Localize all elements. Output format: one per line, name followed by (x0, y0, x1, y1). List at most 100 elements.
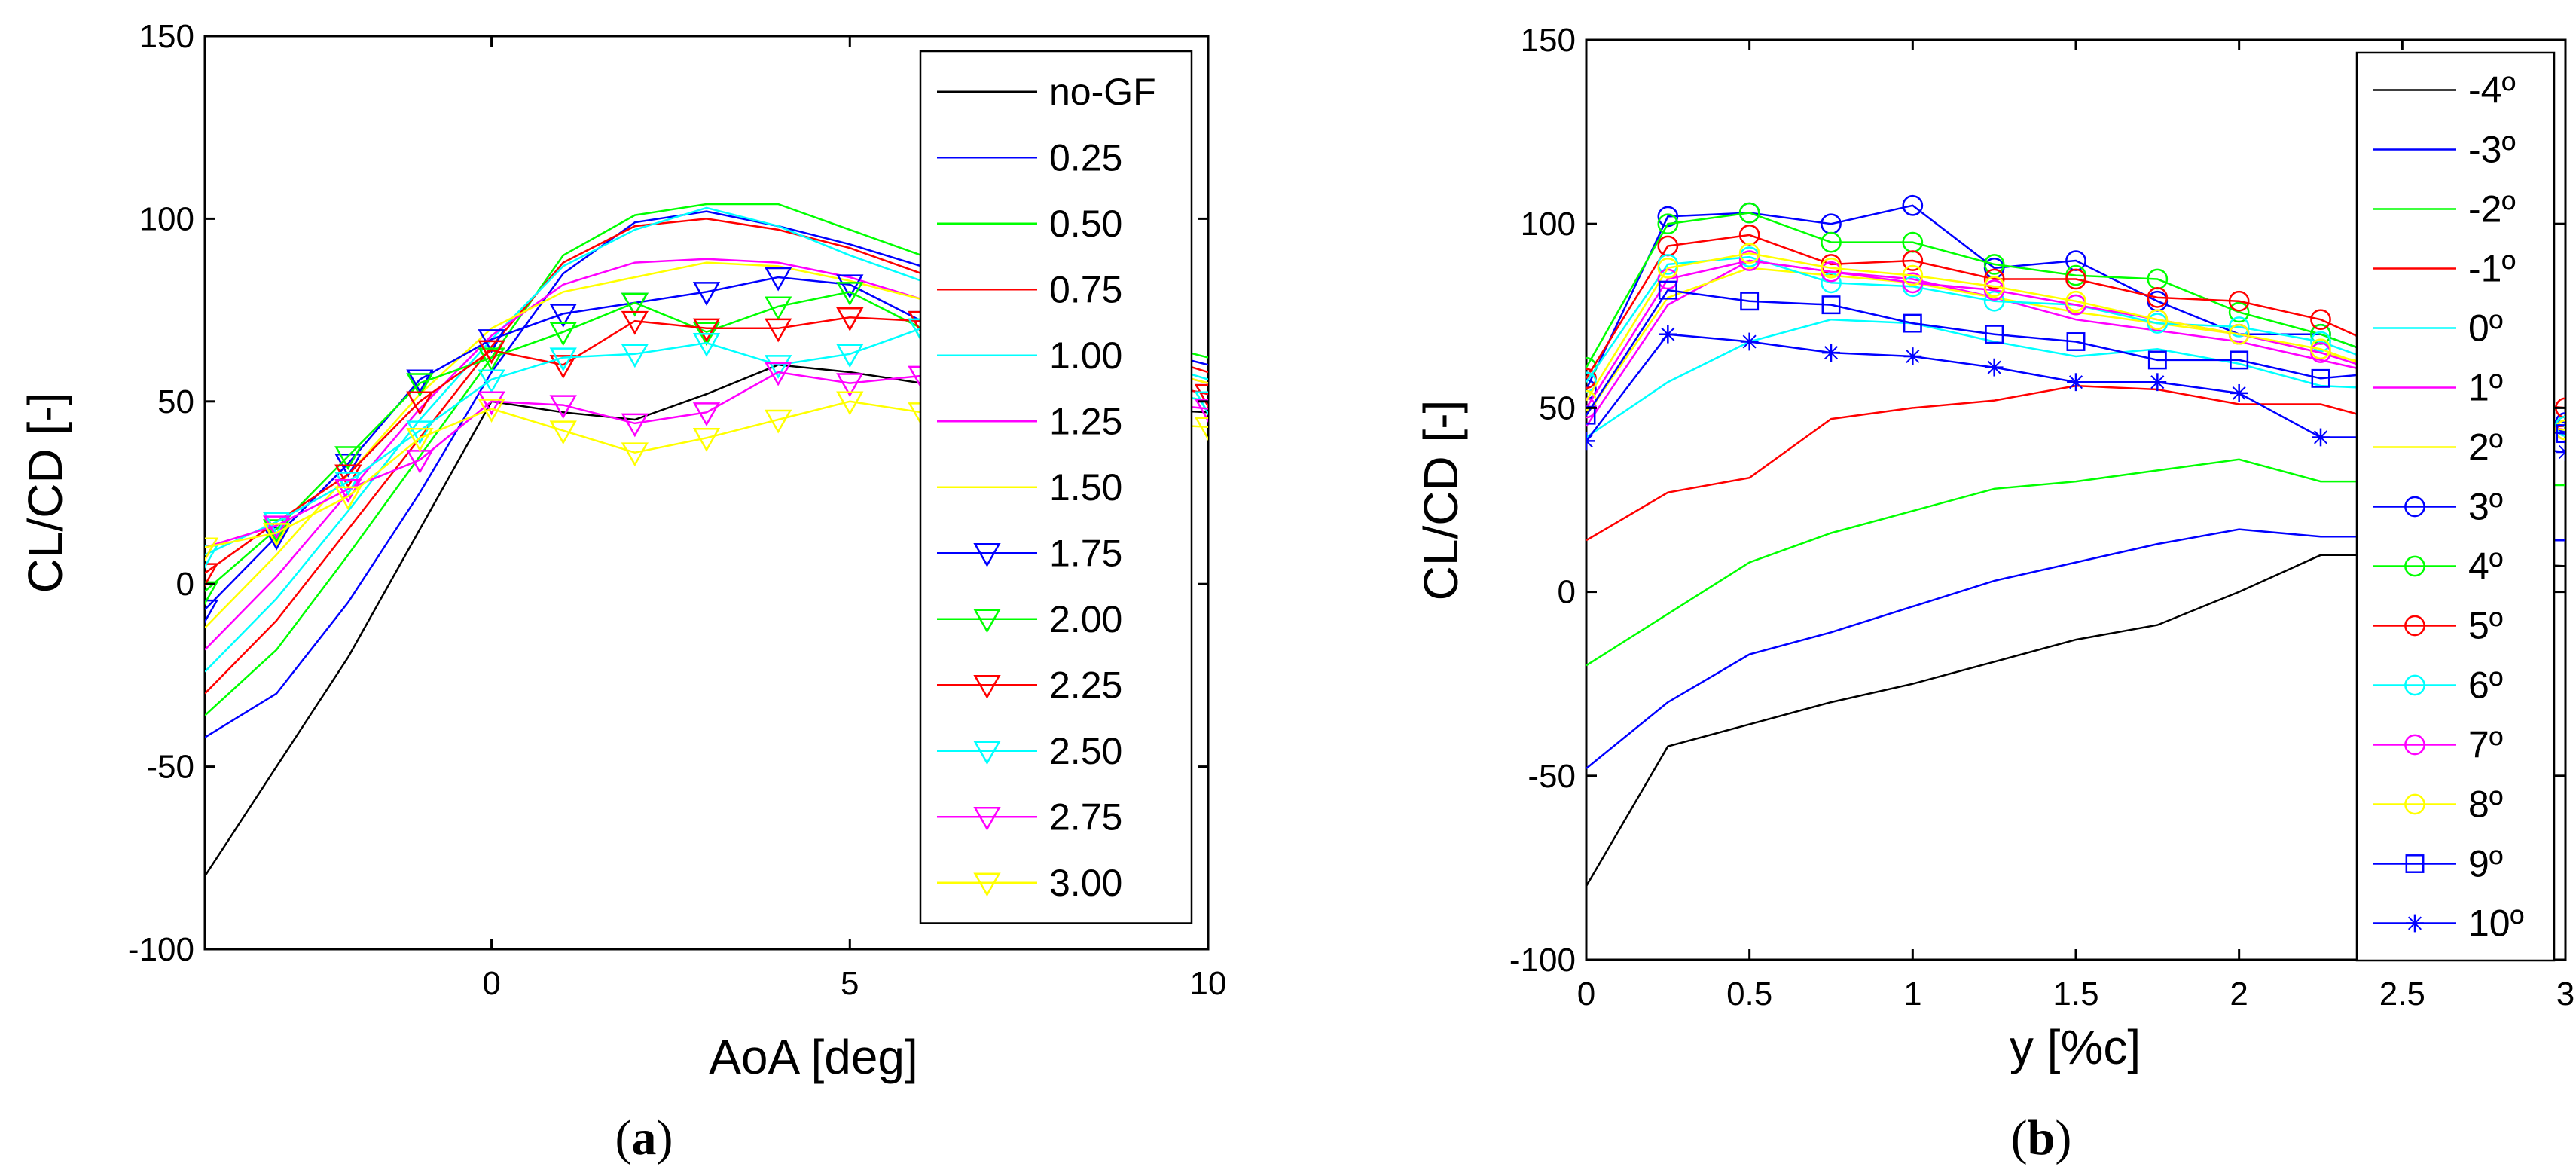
panel-a-legend-label: 1.50 (1049, 466, 1122, 509)
panel-a-data-point (836, 344, 864, 368)
panel-b-data-point (1738, 250, 1760, 271)
panel-b-data-point (2065, 290, 2086, 312)
panel-a-data-point (478, 399, 505, 423)
panel-a-data-point (205, 537, 219, 562)
panel-b-legend-marker (2404, 674, 2425, 696)
panel-a-legend-entry: 1.50 (937, 466, 1122, 509)
panel-a-legend-entry: 2.75 (937, 796, 1122, 838)
panel-b-legend-label: 5º (2468, 605, 2503, 647)
panel-b-data-point (2556, 443, 2565, 461)
panel-a-legend-label: 2.50 (1049, 730, 1122, 772)
panel-b-data-point (1983, 276, 2005, 298)
panel-a-data-point (262, 526, 291, 551)
panel-a-data-point (692, 428, 721, 452)
panel-b-data-point (1821, 272, 1842, 294)
panel-a-legend-label: 2.75 (1049, 796, 1122, 838)
panel-a-legend-entry: 0.50 (937, 203, 1122, 245)
panel-b-legend-label: 10º (2468, 903, 2524, 945)
panel-b-data-point (1983, 268, 2005, 290)
panel-b-data-point (1738, 243, 1760, 264)
panel-a-data-point (549, 355, 577, 379)
panel-b-legend-marker (2404, 734, 2425, 756)
panel-a-data-point (836, 373, 864, 398)
panel-b-data-point (1658, 280, 1677, 300)
panel-a-y-axis-label: CL/CD [-] (18, 393, 72, 594)
panel-a-legend-marker (973, 807, 1001, 831)
panel-b-legend-label: -2º (2468, 188, 2516, 231)
panel-a-data-point (549, 322, 577, 347)
panel-b-legend-marker (2404, 615, 2425, 637)
panel-a-data-point (1194, 391, 1208, 416)
panel-b-legend-entry: 8º (2373, 783, 2503, 826)
panel-a-data-point (836, 307, 864, 331)
panel-b-legend-label: -3º (2468, 129, 2516, 171)
panel-b-legend-marker (2406, 914, 2424, 933)
panel-b-data-point (1586, 371, 1597, 393)
panel-a-data-point (764, 409, 792, 434)
panel-b-legend-entry: 10º (2373, 903, 2524, 945)
panel-b-data-point (1586, 379, 1597, 400)
panel-a-legend-label: 0.50 (1049, 203, 1122, 245)
panel-b-x-tick-label: 0.5 (1726, 976, 1772, 1013)
panel-a-data-point (764, 362, 792, 386)
panel-b-x-tick-label: 0 (1577, 976, 1595, 1013)
panel-b-legend-entry: 9º (2373, 843, 2503, 885)
panel-b-legend-label: 8º (2468, 783, 2503, 826)
panel-b-data-point (1903, 313, 1922, 333)
panel-a-y-tick-label: 150 (139, 18, 194, 55)
panel-a-data-point (334, 464, 362, 489)
panel-b-y-tick-label: 50 (1539, 389, 1576, 426)
panel-b-legend-marker (2404, 496, 2425, 518)
panel-a-y-tick-label: -100 (128, 931, 194, 968)
panel-a-legend-marker (973, 543, 1001, 567)
panel-b-y-tick-label: 100 (1521, 206, 1576, 243)
panel-a-x-tick-label: 0 (482, 965, 500, 1002)
panel-b-data-point (1902, 272, 1924, 294)
panel-a-y-tick-label: 0 (176, 566, 194, 603)
panel-a-data-point (334, 446, 362, 471)
panel-b-data-point (1822, 344, 1840, 362)
panel-b-x-tick-label: 1.5 (2053, 976, 2098, 1013)
panel-b-legend-label: 1º (2468, 367, 2503, 409)
panel-a-legend-marker (973, 609, 1001, 634)
panel-b-legend-entry: -4º (2373, 69, 2516, 111)
panel-b-data-point (1985, 358, 2004, 377)
panel-a-y-tick-label: 100 (139, 200, 194, 237)
panel-b-y-tick-label: 150 (1521, 22, 1576, 59)
panel-b-data-point (2228, 316, 2250, 338)
panel-a-data-point (406, 428, 434, 452)
panel-b-legend-label: 4º (2468, 545, 2503, 588)
panel-a-data-point (334, 472, 362, 496)
panel-a-data-point (549, 347, 577, 372)
panel-b-data-point (2312, 428, 2330, 447)
panel-b-legend-entry: 4º (2373, 545, 2503, 588)
panel-a-legend-label: 0.75 (1049, 268, 1122, 310)
panel-b-data-point (2311, 368, 2330, 388)
panel-a-legend-label: 1.75 (1049, 532, 1122, 574)
panel-b-caption: (b) (2011, 1110, 2072, 1165)
panel-b-legend-entry: -3º (2373, 129, 2516, 171)
panel-b-y-tick-label: -100 (1509, 942, 1576, 979)
panel-b-data-point (2065, 268, 2086, 290)
panel-a-data-point (836, 391, 864, 416)
panel-b-data-point (1657, 257, 1679, 279)
panel-b-x-axis-label: y [%c] (2010, 1020, 2141, 1074)
panel-b-data-point (2310, 331, 2331, 353)
panel-b-legend-entry: 3º (2373, 486, 2503, 528)
panel-a-data-point (334, 486, 362, 511)
panel-b-legend-label: 7º (2468, 724, 2503, 766)
panel-a-legend-label: 2.00 (1049, 598, 1122, 640)
panel-b-legend-marker (2404, 555, 2425, 577)
panel-a-legend-entry: 0.25 (937, 136, 1122, 179)
panel-a-data-point (549, 395, 577, 420)
panel-b-data-point (2228, 301, 2250, 323)
panel-b-data-point (1983, 290, 2005, 312)
panel-a-data-point (478, 347, 505, 372)
panel-b-data-point (1821, 257, 1842, 279)
panel-b-data-point (1740, 332, 1759, 351)
panel-a-data-point (205, 563, 219, 588)
panel-b-legend-entry: 7º (2373, 724, 2503, 766)
panel-b-data-point (1821, 295, 1841, 315)
panel-b-data-point (2556, 424, 2565, 444)
